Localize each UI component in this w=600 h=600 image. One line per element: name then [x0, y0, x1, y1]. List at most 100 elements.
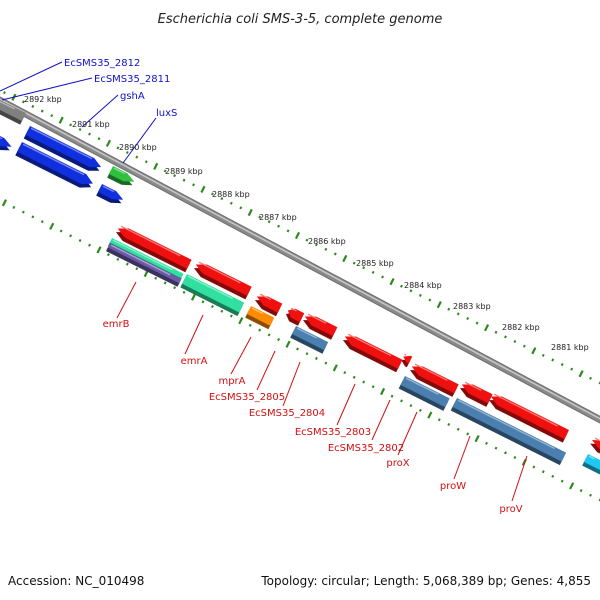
backbone [0, 96, 600, 424]
gene-ecsms35-2803[interactable] [290, 326, 329, 354]
reverse-label-leader [184, 314, 204, 355]
gene-cyan-edge-body [584, 454, 600, 471]
forward-gene-label[interactable]: luxS [156, 108, 177, 119]
minor-tick [40, 220, 44, 224]
minor-tick [277, 224, 281, 228]
forward-gene-label[interactable]: EcSMS35_2812 [64, 58, 140, 69]
minor-tick [532, 465, 536, 469]
gene-emrB-band-2[interactable] [106, 243, 182, 287]
gene-red-mid-shadow [460, 388, 491, 407]
gene-emrA[interactable] [180, 274, 245, 317]
gene-emrB[interactable] [116, 225, 192, 273]
reverse-gene-label[interactable]: emrA [181, 356, 208, 367]
minor-tick [239, 206, 243, 210]
gene-blue-edge[interactable] [0, 132, 12, 151]
gene-ecsms35-2811-highlight [102, 185, 115, 193]
reverse-gene-label[interactable]: emrB [103, 319, 130, 330]
forward-gene-label[interactable]: gshA [120, 91, 145, 102]
minor-tick [400, 284, 403, 288]
gene-ecsms35-2805[interactable] [286, 307, 305, 326]
gene-blue-edge-body [0, 136, 12, 147]
minor-tick [69, 234, 73, 238]
scale-label: 2883 kbp [453, 302, 491, 311]
minor-tick [31, 104, 35, 108]
reverse-gene-label[interactable]: EcSMS35_2805 [209, 392, 285, 403]
minor-tick [229, 314, 233, 318]
scale-labels: 2892 kbp 2891 kbp 2890 kbp 2889 kbp 2888 kbp… [24, 95, 589, 352]
gene-proX[interactable] [398, 376, 450, 411]
reverse-gene-label[interactable]: EcSMS35_2802 [328, 443, 404, 454]
gene-emrB-band-2-highlight [110, 244, 171, 276]
reverse-gene-label[interactable]: EcSMS35_2803 [295, 427, 371, 438]
gene-proV[interactable] [450, 398, 567, 466]
major-tick [200, 185, 206, 194]
gene-mprA[interactable] [245, 306, 275, 330]
reverse-gene-label[interactable]: proW [440, 481, 466, 492]
forward-gene-label[interactable]: EcSMS35_2811 [94, 74, 170, 85]
gene-proX-upper[interactable] [410, 363, 459, 397]
minor-tick [352, 375, 356, 379]
minor-tick [362, 380, 366, 384]
reverse-gene-label[interactable]: proX [386, 458, 409, 469]
minor-tick [504, 451, 507, 455]
gene-emrA-upper[interactable] [194, 261, 252, 300]
gene-mprA-highlight [251, 307, 264, 315]
minor-tick [494, 330, 498, 334]
minor-tick [78, 127, 82, 132]
major-tick [332, 364, 338, 372]
minor-tick [220, 197, 224, 201]
reverse-gene-label[interactable]: mprA [218, 376, 245, 387]
minor-tick [107, 253, 110, 257]
gene-proW-upper[interactable] [489, 393, 569, 443]
minor-tick [267, 220, 271, 224]
minor-tick [229, 201, 233, 205]
gene-luxS[interactable] [107, 166, 135, 186]
gene-ecsms35-2804[interactable] [303, 313, 338, 340]
minor-tick [21, 210, 25, 214]
minor-tick [258, 215, 262, 219]
scale-label: 2889 kbp [165, 167, 203, 176]
major-tick [285, 340, 291, 348]
minor-tick [88, 243, 91, 247]
minor-tick [456, 312, 460, 316]
gene-gshA[interactable] [15, 142, 93, 188]
gene-cyan-edge[interactable] [582, 454, 600, 475]
reverse-gene-label[interactable]: EcSMS35_2804 [249, 408, 325, 419]
gene-emrA-upper-body [195, 264, 252, 296]
major-tick [436, 301, 442, 309]
minor-tick [324, 247, 328, 251]
major-tick [96, 246, 102, 254]
gene-small-red-highlight [404, 353, 407, 356]
gene-gray-block[interactable] [0, 96, 26, 125]
gene-small-red[interactable] [401, 353, 413, 368]
reverse-gene-label[interactable]: proV [499, 504, 522, 515]
minor-tick [296, 347, 299, 351]
gene-ecsms35-2812[interactable] [23, 126, 102, 171]
minor-tick [97, 137, 101, 141]
gene-emrA-body [182, 274, 245, 313]
gene-proV-highlight [457, 399, 556, 450]
minor-tick [173, 286, 177, 290]
gene-red-mid[interactable] [460, 381, 493, 407]
gene-mprA-upper[interactable] [255, 293, 283, 317]
major-tick [474, 435, 480, 443]
minor-tick [513, 339, 517, 344]
gene-ecsms35-2802[interactable] [343, 333, 403, 373]
minor-tick [475, 321, 479, 325]
minor-tick [21, 100, 25, 104]
minor-tick [125, 151, 129, 155]
gene-ecsms35-2811[interactable] [96, 184, 124, 204]
minor-tick [428, 298, 432, 302]
reverse-label-leader [371, 399, 391, 441]
minor-tick [40, 109, 44, 113]
minor-tick [248, 323, 252, 327]
minor-tick [371, 270, 375, 274]
minor-tick [381, 275, 385, 279]
scale-label: 2882 kbp [502, 323, 540, 332]
gene-emrA-highlight [187, 275, 234, 300]
gene-red-edge[interactable] [590, 437, 600, 456]
reverse-label-leader [397, 411, 418, 456]
gene-small-red-body [403, 355, 413, 364]
reverse-label-leader [511, 455, 528, 502]
gene-proW-upper-highlight [493, 393, 558, 427]
